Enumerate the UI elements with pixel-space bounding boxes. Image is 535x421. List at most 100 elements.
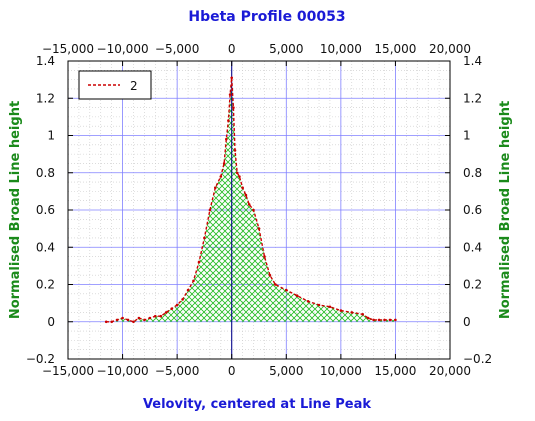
x-tick-label-bottom: 0: [228, 364, 236, 378]
x-tick-label-bottom: 5,000: [269, 364, 303, 378]
tick-labels: −15,000−15,000−10,000−10,000−5,000−5,000…: [26, 42, 492, 378]
data-point: [257, 227, 261, 230]
y-tick-label-right: 0: [463, 315, 471, 329]
x-tick-label-bottom: 10,000: [320, 364, 362, 378]
data-point: [238, 175, 241, 178]
data-point: [219, 175, 223, 178]
y-tick-label-right: 0.2: [463, 278, 482, 292]
x-tick-label-top: 15,000: [374, 42, 416, 56]
data-point: [230, 76, 233, 80]
y-tick-label-left: 0.8: [36, 166, 55, 180]
x-tick-label-top: 5,000: [269, 42, 303, 56]
y-tick-label-right: 0.4: [463, 240, 482, 254]
data-point: [186, 288, 190, 292]
y-tick-label-right: 0.6: [463, 203, 482, 217]
data-point: [159, 314, 163, 318]
data-point: [197, 260, 201, 264]
x-tick-label-top: 0: [228, 42, 236, 56]
legend-label: 2: [130, 79, 138, 93]
data-point: [175, 303, 179, 307]
data-point: [247, 203, 251, 206]
x-axis-label: Velovity, centered at Line Peak: [143, 397, 371, 412]
data-point: [192, 279, 195, 283]
series-line-2: [106, 77, 396, 323]
data-point: [225, 137, 228, 141]
tick-marks: [67, 60, 451, 360]
data-point: [148, 316, 152, 320]
y-tick-label-right: −0.2: [463, 352, 492, 366]
data-point: [328, 305, 332, 309]
data-point: [295, 294, 299, 298]
legend: 2: [78, 70, 152, 100]
x-tick-label-top: 20,000: [429, 42, 471, 56]
data-point: [121, 316, 124, 320]
data-point: [181, 298, 184, 301]
minor-grid: [68, 61, 450, 359]
x-tick-label-bottom: −5,000: [155, 364, 199, 378]
y-tick-label-left: 0.4: [36, 240, 55, 254]
x-tick-label-top: 10,000: [320, 42, 362, 56]
data-point: [306, 300, 310, 303]
data-point: [361, 313, 365, 316]
data-point: [143, 318, 146, 322]
data-point: [274, 283, 277, 286]
data-point: [154, 314, 157, 318]
data-point: [132, 320, 135, 324]
x-tick-label-bottom: 15,000: [374, 364, 416, 378]
data-point: [126, 318, 130, 322]
data-point: [227, 119, 230, 122]
y-axis-label-left: Normalised Broad Line height: [8, 101, 23, 319]
y-tick-label-left: 1.2: [36, 91, 55, 105]
data-point: [241, 186, 244, 189]
y-tick-label-right: 1: [463, 129, 471, 143]
data-point: [285, 288, 288, 292]
data-point: [377, 318, 381, 322]
x-tick-label-top: −15,000: [42, 42, 94, 56]
y-tick-label-right: 1.2: [463, 91, 482, 105]
data-point: [233, 149, 237, 152]
y-tick-label-left: 1: [47, 129, 55, 143]
data-point: [268, 273, 272, 277]
data-point: [394, 318, 397, 322]
data-point: [228, 93, 232, 96]
data-point: [388, 318, 392, 322]
y-tick-label-left: 0.6: [36, 203, 55, 217]
y-tick-label-left: 0.2: [36, 278, 55, 292]
x-tick-label-top: −10,000: [97, 42, 149, 56]
data-point: [115, 318, 119, 322]
data-point: [252, 208, 255, 212]
data-point: [263, 255, 266, 258]
data-point: [366, 316, 370, 320]
x-tick-label-bottom: −15,000: [42, 364, 94, 378]
data-point: [222, 162, 226, 165]
y-tick-label-left: −0.2: [26, 352, 55, 366]
data-point: [110, 320, 113, 324]
data-point: [170, 307, 173, 311]
data-point: [383, 318, 386, 322]
y-axis-label-right: Normalised Broad Line height: [498, 101, 513, 319]
area-fill: [106, 77, 396, 322]
data-point: [244, 193, 248, 197]
y-tick-label-right: 0.8: [463, 166, 482, 180]
y-tick-label-right: 1.4: [463, 54, 482, 68]
series-points: [104, 76, 397, 324]
data-point: [317, 303, 321, 307]
data-point: [372, 318, 375, 322]
y-tick-label-left: 0: [47, 315, 55, 329]
x-tick-label-bottom: −10,000: [97, 364, 149, 378]
data-point: [164, 311, 168, 314]
data-point: [350, 311, 354, 314]
data-point: [203, 236, 206, 240]
x-tick-label-top: −5,000: [155, 42, 199, 56]
data-point: [214, 186, 217, 189]
data-point: [104, 320, 108, 324]
data-point: [235, 171, 239, 175]
x-tick-label-bottom: 20,000: [429, 364, 471, 378]
data-point: [137, 316, 141, 320]
data-point: [232, 106, 235, 109]
data-point: [208, 208, 212, 212]
data-point: [339, 309, 343, 312]
chart-title: Hbeta Profile 00053: [188, 9, 345, 25]
y-tick-label-left: 1.4: [36, 54, 55, 68]
